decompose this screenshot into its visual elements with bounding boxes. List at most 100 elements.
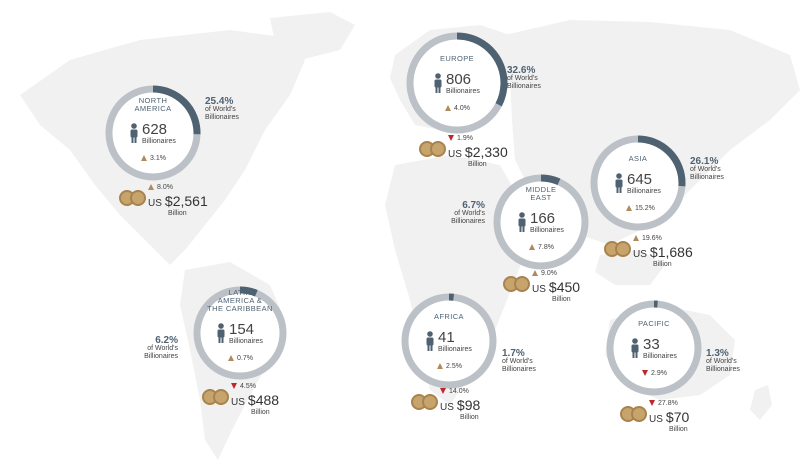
wealth-block: 19.6% US $1,686 Billion: [603, 235, 713, 277]
wealth-block: 4.5% US $488 Billion: [201, 383, 311, 425]
region-north-america: NORTH AMERICA 628 Billionaires 3.1%: [103, 83, 203, 183]
wealth-change-value: 9.0%: [541, 270, 557, 277]
region-name-line: THE CARIBBEAN: [191, 305, 289, 313]
change-value: 2.5%: [446, 363, 462, 370]
arrow-up-icon: [148, 184, 154, 190]
billionaire-count: 166: [530, 211, 555, 227]
share-percent: 25.4%: [205, 97, 250, 106]
person-icon: [216, 323, 226, 343]
share-of-world: 1.7% of World's Billionaires: [502, 349, 547, 374]
wealth-unit: Billion: [653, 261, 672, 269]
billionaire-change: 0.7%: [228, 355, 253, 363]
wealth-change-value: 4.5%: [240, 383, 256, 390]
share-label-line-2: Billionaires: [502, 366, 547, 374]
wealth-currency: US: [231, 397, 245, 408]
wealth-block: 8.0% US $2,561 Billion: [118, 184, 228, 226]
billionaire-change: 4.0%: [445, 105, 470, 113]
region-name-line: ASIA: [588, 155, 688, 163]
wealth-block: 1.9% US $2,330 Billion: [418, 135, 528, 177]
wealth-value: US $2,330: [448, 144, 508, 162]
arrow-up-icon: [633, 235, 639, 241]
coins-icon: [418, 139, 448, 159]
wealth-value: US $70: [649, 409, 689, 427]
wealth-amount: $70: [666, 409, 689, 425]
person-icon: [425, 331, 435, 351]
share-label-line-1: of World's: [133, 345, 178, 353]
share-label-line-2: Billionaires: [690, 174, 735, 182]
billionaire-count: 645: [627, 172, 652, 188]
share-label-line-1: of World's: [502, 358, 547, 366]
arrow-up-icon: [529, 244, 535, 250]
person-icon: [630, 338, 640, 358]
share-of-world: 6.7% of World's Billionaires: [440, 201, 485, 226]
billionaire-change: 2.9%: [642, 370, 667, 378]
coins-icon: [118, 188, 148, 208]
billionaire-change: 3.1%: [141, 155, 166, 163]
region-name-line: AFRICA: [399, 313, 499, 321]
billionaires-label: Billionaires: [229, 338, 263, 346]
billionaire-count: 628: [142, 122, 167, 138]
share-of-world: 26.1% of World's Billionaires: [690, 157, 735, 182]
share-percent: 1.7%: [502, 349, 547, 358]
region-europe: EUROPE 806 Billionaires 4.0%: [404, 30, 510, 136]
region-latin-america: LATIN AMERICA & THE CARIBBEAN 154 Billionair…: [191, 284, 289, 382]
wealth-change-value: 19.6%: [642, 235, 662, 242]
wealth-currency: US: [532, 284, 546, 295]
change-value: 2.9%: [651, 370, 667, 377]
share-label-line-2: Billionaires: [205, 114, 250, 122]
billionaire-change: 7.8%: [529, 244, 554, 252]
wealth-unit: Billion: [251, 409, 270, 417]
wealth-change: 1.9%: [448, 135, 473, 143]
wealth-amount: $488: [248, 392, 279, 408]
arrow-down-icon: [642, 370, 648, 376]
wealth-unit: Billion: [552, 296, 571, 304]
share-percent: 6.7%: [440, 201, 485, 210]
wealth-change: 4.5%: [231, 383, 256, 391]
wealth-value: US $1,686: [633, 244, 693, 262]
arrow-up-icon: [437, 363, 443, 369]
wealth-unit: Billion: [168, 210, 187, 218]
wealth-unit: Billion: [669, 426, 688, 434]
person-icon: [517, 212, 527, 232]
wealth-change: 14.0%: [440, 388, 469, 396]
arrow-up-icon: [626, 205, 632, 211]
billionaire-count: 33: [643, 337, 660, 353]
wealth-unit: Billion: [468, 161, 487, 169]
share-label-line-1: of World's: [690, 166, 735, 174]
wealth-amount: $450: [549, 279, 580, 295]
region-africa: AFRICA 41 Billionaires 2.5%: [399, 291, 499, 391]
coins-icon: [410, 392, 440, 412]
person-icon: [433, 73, 443, 93]
wealth-change-value: 8.0%: [157, 184, 173, 191]
share-label-line-1: of World's: [440, 210, 485, 218]
person-icon: [614, 173, 624, 193]
billionaire-change: 15.2%: [626, 205, 655, 213]
region-middle-east: MIDDLE EAST 166 Billionaires 7.8%: [491, 172, 591, 272]
wealth-currency: US: [440, 402, 454, 413]
region-pacific: PACIFIC 33 Billionaires 2.9%: [604, 298, 704, 398]
wealth-currency: US: [448, 149, 462, 160]
coins-icon: [603, 239, 633, 259]
share-of-world: 1.3% of World's Billionaires: [706, 349, 751, 374]
arrow-down-icon: [440, 388, 446, 394]
billionaires-label: Billionaires: [142, 138, 176, 146]
arrow-up-icon: [445, 105, 451, 111]
wealth-change-value: 14.0%: [449, 388, 469, 395]
wealth-value: US $98: [440, 397, 480, 415]
region-name-line: EUROPE: [404, 55, 510, 63]
billionaire-count: 154: [229, 322, 254, 338]
wealth-amount: $1,686: [650, 244, 693, 260]
wealth-amount: $2,561: [165, 193, 208, 209]
wealth-change: 8.0%: [148, 184, 173, 192]
wealth-value: US $2,561: [148, 193, 208, 211]
share-label-line-2: Billionaires: [706, 366, 751, 374]
arrow-up-icon: [228, 355, 234, 361]
share-of-world: 25.4% of World's Billionaires: [205, 97, 250, 122]
share-percent: 26.1%: [690, 157, 735, 166]
wealth-block: 14.0% US $98 Billion: [410, 388, 520, 430]
share-label-line-2: Billionaires: [440, 218, 485, 226]
wealth-change-value: 1.9%: [457, 135, 473, 142]
share-label-line-1: of World's: [706, 358, 751, 366]
share-percent: 32.6%: [507, 66, 552, 75]
